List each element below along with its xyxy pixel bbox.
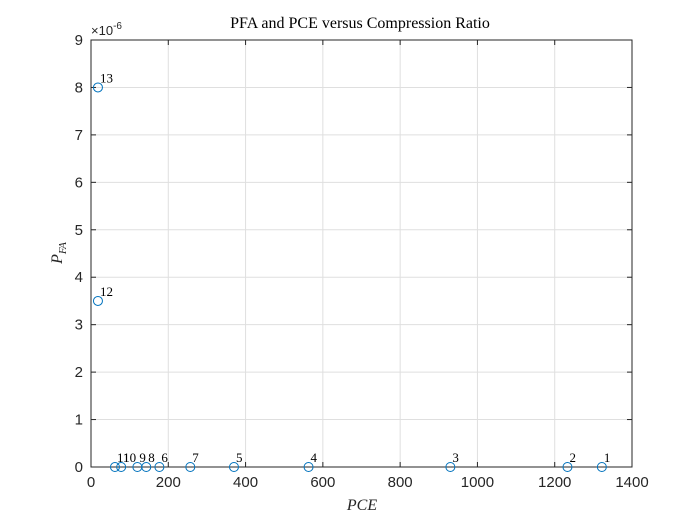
y-tick-label-6: 6 — [75, 174, 83, 191]
point-label-12: 12 — [100, 284, 113, 299]
data-point-10 — [116, 462, 127, 472]
point-label-11: 11 — [117, 450, 130, 465]
y-tick-label-3: 3 — [75, 317, 83, 334]
point-label-2: 2 — [569, 450, 576, 465]
data-point-2 — [562, 462, 573, 472]
data-point-13 — [92, 82, 103, 93]
x-tick-label-0: 0 — [87, 474, 95, 491]
x-tick-label-6: 1200 — [538, 474, 571, 491]
y-exponent-label: ×10-6 — [91, 21, 122, 38]
x-tick-label-7: 1400 — [615, 474, 648, 491]
data-point-12 — [92, 295, 103, 306]
axes-box — [90, 39, 633, 468]
data-point-6 — [154, 462, 165, 472]
y-tick-label-2: 2 — [75, 364, 83, 381]
y-exponent-power: -6 — [113, 21, 122, 32]
point-label-10: 10 — [123, 450, 136, 465]
y-axis-label: PFA — [49, 242, 69, 265]
y-tick-label-5: 5 — [75, 222, 83, 239]
data-point-7 — [185, 462, 196, 472]
point-label-7: 7 — [192, 450, 199, 465]
chart-title: PFA and PCE versus Compression Ratio — [230, 15, 490, 32]
y-exponent-base: ×10 — [91, 23, 113, 38]
y-axis-label-main: P — [49, 254, 66, 265]
point-label-6: 6 — [161, 450, 168, 465]
axes — [90, 39, 633, 468]
x-tick-label-4: 800 — [388, 474, 413, 491]
point-label-9: 9 — [139, 450, 146, 465]
data-point-4 — [303, 462, 314, 472]
x-tick-label-3: 600 — [310, 474, 335, 491]
y-tick-label-0: 0 — [75, 459, 83, 476]
data-point-11 — [109, 462, 120, 472]
data-point-9 — [132, 462, 143, 472]
x-tick-label-2: 400 — [233, 474, 258, 491]
plot-area — [91, 40, 632, 467]
x-tick-label-1: 200 — [156, 474, 181, 491]
point-label-5: 5 — [236, 450, 243, 465]
data-point-5 — [228, 462, 239, 472]
y-axis-label-sub: FA — [57, 242, 69, 255]
y-tick-label-8: 8 — [75, 79, 83, 96]
x-axis-label: PCE — [346, 497, 377, 514]
data-points — [92, 82, 607, 472]
point-label-8: 8 — [148, 450, 155, 465]
y-tick-label-4: 4 — [75, 269, 83, 286]
x-tick-label-5: 1000 — [461, 474, 494, 491]
y-tick-label-1: 1 — [75, 412, 83, 429]
data-point-1 — [596, 462, 607, 472]
point-label-1: 1 — [604, 450, 611, 465]
y-tick-label-7: 7 — [75, 127, 83, 144]
point-label-3: 3 — [452, 450, 459, 465]
data-point-3 — [445, 462, 456, 472]
point-label-4: 4 — [311, 450, 318, 465]
y-tick-label-9: 9 — [75, 32, 83, 49]
point-label-13: 13 — [100, 70, 113, 85]
